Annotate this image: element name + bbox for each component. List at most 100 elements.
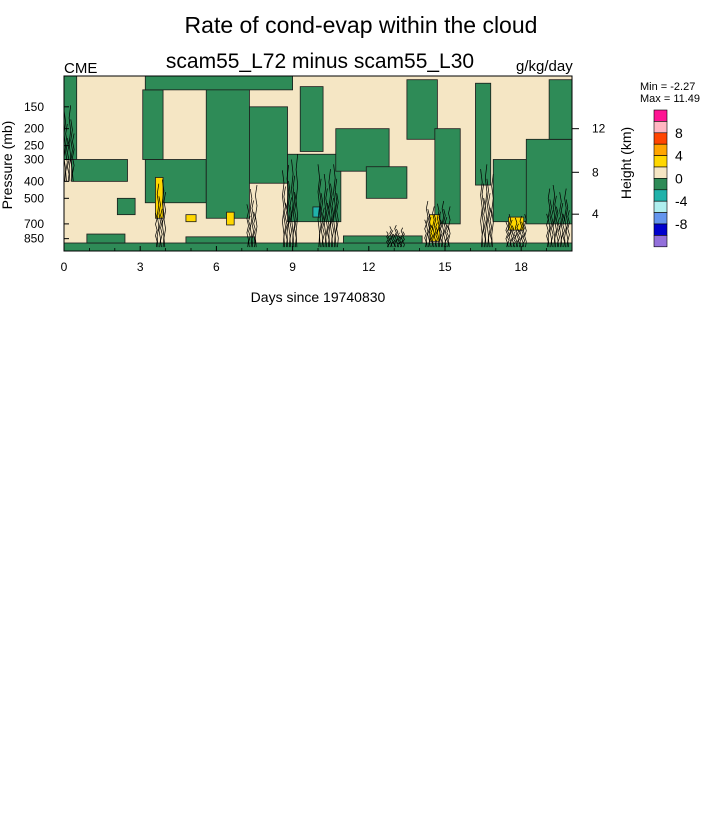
contour-line bbox=[522, 227, 526, 248]
contour-line bbox=[429, 216, 432, 248]
contour-line bbox=[554, 195, 557, 248]
contour-line-band bbox=[317, 164, 339, 248]
contour-region bbox=[525, 138, 572, 225]
contour-line bbox=[481, 183, 485, 248]
contour-region bbox=[71, 159, 128, 182]
contour-line bbox=[322, 207, 325, 248]
units-label: g/kg/day bbox=[516, 58, 573, 75]
contour-line bbox=[161, 179, 165, 248]
contour-line bbox=[328, 169, 331, 248]
chart-subtitle: scam55_L72 minus scam55_L30 bbox=[165, 50, 475, 73]
contour-line bbox=[387, 235, 391, 248]
colorbar-swatch bbox=[653, 235, 668, 248]
contour-line-band bbox=[386, 225, 405, 248]
colorbar: 8 4 0 -4 -8 bbox=[653, 109, 688, 248]
contour-line bbox=[510, 219, 513, 248]
contour-line bbox=[72, 133, 75, 182]
contour-line bbox=[160, 208, 163, 248]
contour-line bbox=[425, 200, 429, 248]
y-tick-label: 500 bbox=[24, 191, 44, 205]
contour-line bbox=[427, 209, 430, 248]
contour-region bbox=[205, 79, 250, 219]
contour-line bbox=[163, 192, 166, 248]
contour-line bbox=[432, 206, 435, 248]
colorbar-swatch bbox=[653, 189, 668, 202]
plot-area bbox=[64, 76, 572, 251]
contour-line-band bbox=[505, 214, 527, 248]
contour-line bbox=[295, 153, 299, 248]
contour-line bbox=[524, 214, 527, 248]
contour-line bbox=[565, 199, 569, 248]
contour-line bbox=[560, 203, 564, 248]
colorbar-swatch bbox=[653, 200, 668, 213]
colorbar-swatch bbox=[653, 166, 668, 179]
colorbar-label: -8 bbox=[675, 216, 688, 232]
contour-line bbox=[484, 164, 488, 248]
contour-line bbox=[336, 193, 339, 248]
y-tick-label: 850 bbox=[24, 232, 44, 246]
contour-region bbox=[299, 86, 324, 152]
contour-line bbox=[291, 159, 294, 248]
contour-line bbox=[319, 178, 322, 248]
contour-region bbox=[365, 166, 408, 199]
contour-line bbox=[390, 230, 394, 248]
contour-region bbox=[335, 128, 390, 172]
contour-line-band bbox=[155, 179, 166, 248]
y-tick-label: 400 bbox=[24, 174, 44, 188]
contour-line bbox=[448, 206, 451, 248]
contour-region bbox=[185, 236, 255, 244]
contour-region bbox=[226, 211, 235, 226]
contour-line bbox=[551, 210, 554, 248]
contour-line bbox=[70, 119, 73, 182]
contour-region bbox=[116, 197, 136, 216]
colorbar-label: -4 bbox=[675, 193, 688, 209]
contour-line bbox=[489, 207, 493, 248]
contour-line bbox=[516, 223, 519, 248]
contour-line bbox=[562, 213, 565, 248]
contour-line bbox=[514, 217, 518, 248]
x-tick-label: 3 bbox=[137, 260, 144, 274]
contour-line bbox=[435, 222, 438, 248]
contour-line bbox=[433, 214, 437, 248]
colorbar-swatch bbox=[653, 132, 668, 145]
y-axis-label: Pressure (mb) bbox=[0, 121, 15, 210]
contour-line bbox=[564, 188, 567, 248]
colorbar-label: 8 bbox=[675, 125, 683, 141]
contour-line bbox=[292, 175, 296, 248]
contour-line-band bbox=[424, 200, 451, 248]
left-string: CME bbox=[64, 60, 98, 77]
contour-line bbox=[325, 188, 328, 248]
contour-line bbox=[513, 231, 516, 248]
height-tick-label: 4 bbox=[592, 207, 599, 221]
colorbar-swatch bbox=[653, 121, 668, 134]
x-tick-label: 0 bbox=[61, 260, 68, 274]
y-tick-label: 700 bbox=[24, 217, 44, 231]
colorbar-swatch bbox=[653, 109, 668, 122]
contour-line bbox=[505, 221, 508, 248]
colorbar-swatch bbox=[653, 143, 668, 156]
height-tick-label: 12 bbox=[592, 122, 606, 136]
contour-line bbox=[486, 178, 489, 248]
x-tick-label: 6 bbox=[213, 260, 220, 274]
contour-region bbox=[434, 128, 461, 225]
contour-line-band bbox=[282, 153, 299, 248]
x-tick-label: 9 bbox=[289, 260, 296, 274]
chart-title: Rate of cond-evap within the cloud bbox=[184, 12, 538, 38]
contour-region bbox=[406, 79, 438, 140]
contour-line bbox=[519, 215, 522, 248]
contour-line bbox=[547, 188, 551, 248]
contour-region bbox=[342, 235, 423, 244]
contour-region bbox=[144, 159, 207, 204]
contour-region bbox=[86, 233, 126, 244]
contour-line bbox=[430, 224, 433, 248]
contour-line bbox=[253, 211, 256, 248]
contour-region bbox=[548, 79, 572, 140]
contour-line bbox=[323, 173, 327, 248]
contour-line bbox=[334, 178, 338, 248]
contour-region bbox=[492, 159, 530, 223]
x-tick-label: 15 bbox=[438, 260, 452, 274]
contour-line bbox=[386, 231, 389, 248]
contour-line bbox=[158, 196, 161, 248]
